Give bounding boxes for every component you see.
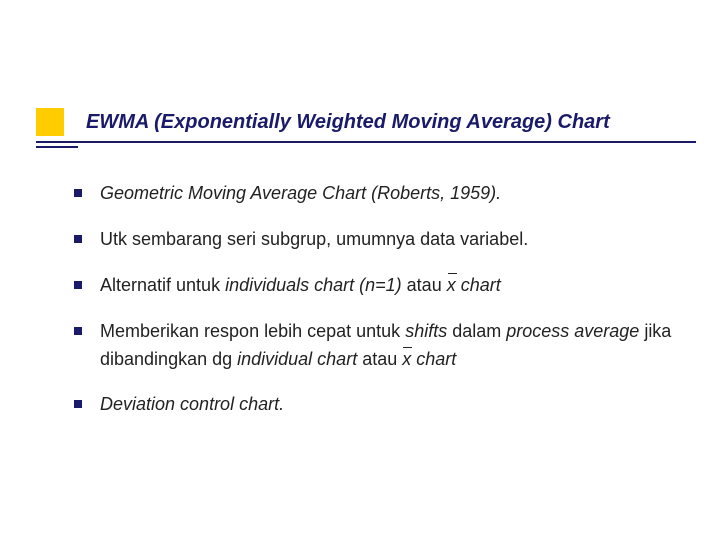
t: dalam [447, 321, 506, 341]
list-item: Memberikan respon lebih cepat untuk shif… [74, 318, 680, 374]
bullet-text: Memberikan respon lebih cepat untuk shif… [100, 318, 680, 374]
list-item: Alternatif untuk individuals chart (n=1)… [74, 272, 680, 300]
t: Alternatif untuk [100, 275, 225, 295]
slide-content: Geometric Moving Average Chart (Roberts,… [74, 180, 680, 437]
t: atau [357, 349, 402, 369]
bullet-text: Alternatif untuk individuals chart (n=1)… [100, 272, 501, 300]
bullet-text: Deviation control chart. [100, 391, 284, 419]
t: chart [456, 275, 501, 295]
bullet-icon [74, 327, 82, 335]
t: atau [402, 275, 447, 295]
bullet-text: Utk sembarang seri subgrup, umumnya data… [100, 226, 528, 254]
bullet-icon [74, 281, 82, 289]
list-item: Deviation control chart. [74, 391, 680, 419]
t: shifts [405, 321, 447, 341]
bullet-icon [74, 400, 82, 408]
t: individuals chart (n=1) [225, 275, 402, 295]
t: chart [411, 349, 456, 369]
bullet-icon [74, 235, 82, 243]
t: Memberikan respon lebih cepat untuk [100, 321, 405, 341]
bullet-icon [74, 189, 82, 197]
accent-square [36, 108, 64, 136]
bullet-text: Geometric Moving Average Chart (Roberts,… [100, 180, 501, 208]
list-item: Utk sembarang seri subgrup, umumnya data… [74, 226, 680, 254]
slide-title: EWMA (Exponentially Weighted Moving Aver… [86, 111, 610, 134]
list-item: Geometric Moving Average Chart (Roberts,… [74, 180, 680, 208]
t: individual chart [237, 349, 357, 369]
xbar-symbol: x [447, 272, 456, 300]
title-underline-short [36, 146, 78, 148]
xbar-symbol: x [402, 346, 411, 374]
t: process average [506, 321, 639, 341]
title-underline [36, 141, 696, 143]
